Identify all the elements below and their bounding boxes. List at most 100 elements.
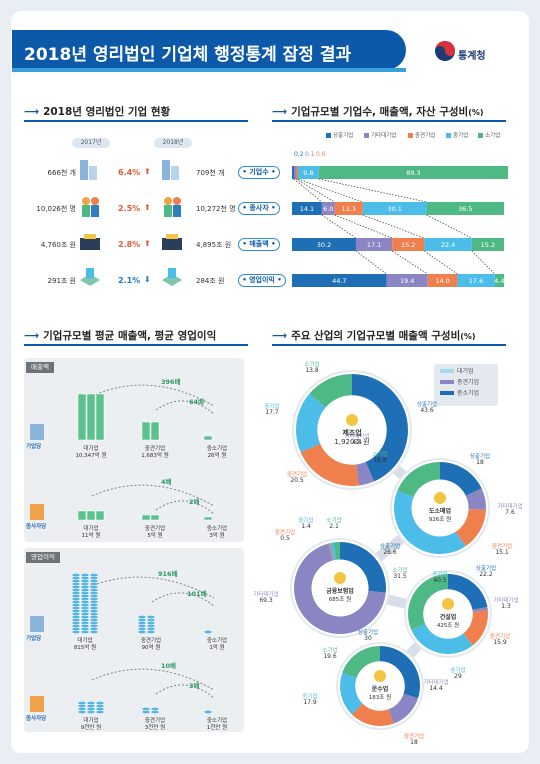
legend-swatch (326, 133, 331, 138)
building-icon (80, 160, 88, 180)
coin-stack (150, 710, 160, 714)
section3-title: 기업규모별 평균 매출액, 평균 영업이익 (43, 330, 217, 342)
bar-segment-label: 9.8 (303, 169, 313, 177)
ratio-label: 3배 (189, 682, 200, 690)
worker-icon (164, 205, 172, 217)
title-bar (12, 30, 406, 72)
donut-slice (351, 703, 394, 726)
coin-stack (71, 573, 81, 577)
coin-stack (89, 585, 99, 589)
section1-underline (24, 120, 248, 122)
coin-stack (71, 621, 81, 625)
ratio-label: 101배 (187, 590, 207, 598)
small-share-label: 0.6 (316, 151, 326, 158)
legend-label: 기타대기업 (371, 133, 397, 139)
money-stack (203, 516, 213, 521)
section3-underline (24, 344, 248, 346)
bar-segment (292, 202, 322, 215)
donut-hole (312, 560, 368, 616)
coin-stack (80, 627, 90, 631)
bar-segment-label: 15.2 (401, 241, 415, 249)
donut-value: 18 (476, 459, 484, 466)
coin-stack (86, 707, 96, 711)
legend-label: 중소기업 (457, 390, 480, 397)
ratio-arc (155, 400, 215, 415)
ratio-arc (91, 668, 215, 691)
coin-stack (89, 621, 99, 625)
industry-icon (334, 572, 346, 584)
coin-stack (71, 591, 81, 595)
coin-stack (89, 582, 99, 586)
donut-category: 상출기업 (357, 630, 379, 636)
coin-stack (203, 710, 213, 714)
donut-category: 소기업 (372, 452, 388, 458)
donut-title: 운수업 (371, 686, 389, 693)
bar-segment-label: 22.4 (441, 241, 455, 249)
coin-stack (80, 594, 90, 598)
connector-line (391, 250, 428, 275)
donut-title: 제조업 (342, 429, 362, 437)
donut-category: 중견기업 (489, 634, 511, 640)
legend-label: 상출기업 (333, 133, 354, 139)
worker-icon (30, 504, 44, 520)
coin-stack (71, 612, 81, 616)
coin-stack (80, 621, 90, 625)
coin-stack (137, 624, 147, 628)
donut-value: 1.3 (501, 603, 511, 610)
donut-category: 소기업 (392, 568, 408, 574)
connector-line (321, 214, 357, 239)
connector-line (471, 250, 495, 275)
curr-value: 284조 원 (196, 277, 225, 285)
prev-value: 291조 원 (47, 277, 76, 285)
metric-chip: • 영업이익 • (238, 274, 286, 287)
donut-hole (424, 590, 472, 638)
donut-category: 상출기업 (379, 544, 401, 550)
group-tag: 기업당 (26, 444, 42, 450)
donut-slice (329, 542, 337, 561)
building-icon (171, 166, 179, 180)
coin-stack (89, 606, 99, 610)
connector-line (295, 178, 335, 203)
coin-stack (71, 630, 81, 634)
coin-stack (146, 618, 156, 622)
donut-value: 0.5 (280, 535, 290, 542)
donut-category: 소기업 (322, 648, 338, 654)
donut-slice (296, 393, 326, 453)
donut-subtitle: 1,920조 원 (334, 438, 370, 446)
bar-segment (426, 202, 504, 215)
sales-tag: 매출액 (26, 362, 54, 373)
coin-stack (89, 579, 99, 583)
bar-segment (292, 274, 387, 287)
donut-slice (342, 646, 380, 678)
coin-stack (89, 603, 99, 607)
donut-category: 중기업 (432, 572, 448, 578)
coin-stack (89, 594, 99, 598)
size-value: 3억 원 (209, 533, 225, 539)
donut-subtitle: 926조 원 (428, 517, 452, 523)
coin-stack (71, 582, 81, 586)
donut-value: 1.4 (301, 523, 311, 530)
donut-slice (397, 462, 440, 498)
coin-stack (80, 597, 90, 601)
coin-stack (80, 582, 90, 586)
ratio-label: 64배 (189, 398, 205, 406)
small-share-label: 0.1 (305, 151, 315, 158)
prev-value: 10,026천 명 (36, 205, 76, 213)
coin-icon (166, 234, 178, 239)
donut-slice (472, 607, 488, 612)
connector-line (297, 178, 363, 203)
industry-donut-charts (290, 370, 492, 730)
coin-stack (80, 612, 90, 616)
donut-category: 중견기업 (286, 472, 308, 478)
donut-title: 금융보험업 (326, 588, 354, 595)
section2-unit: (%) (468, 108, 484, 117)
donut-category: 중기업 (298, 518, 314, 524)
building-icon (30, 424, 44, 440)
coin-stack (146, 630, 156, 634)
ratio-arc (155, 500, 215, 515)
coin-stack (77, 710, 87, 714)
page-title: 2018년 영리법인 기업체 행정통계 잠정 결과 (24, 45, 352, 65)
coin-stack (89, 609, 99, 613)
bar-segment (471, 238, 504, 251)
donut-category: 기타대기업 (493, 598, 519, 604)
